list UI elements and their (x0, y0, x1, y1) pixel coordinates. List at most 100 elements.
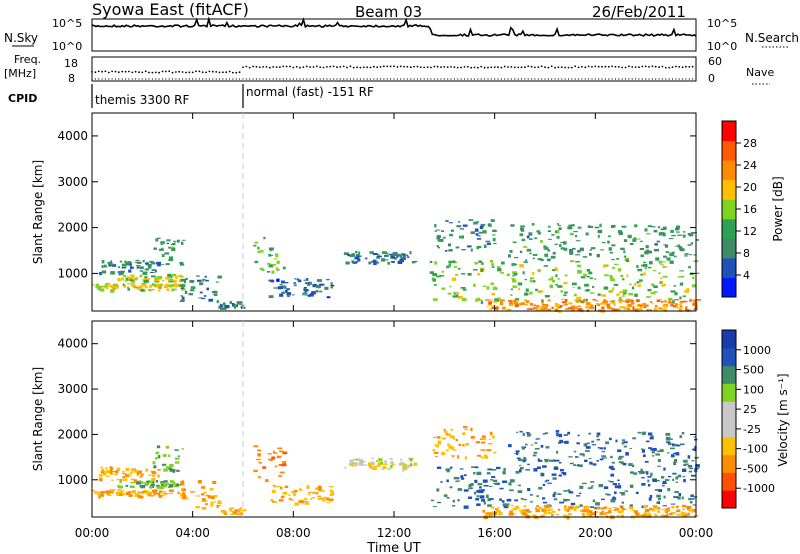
nave-dot (574, 78, 576, 80)
data-cell (578, 492, 582, 495)
data-cell (354, 256, 360, 260)
data-cell (590, 481, 595, 483)
freq-dot (473, 66, 476, 69)
data-cell (606, 304, 610, 307)
data-cell (475, 441, 481, 444)
data-cell (668, 300, 671, 303)
data-cell (663, 255, 667, 258)
data-cell (139, 270, 143, 272)
data-cell (156, 445, 161, 449)
data-cell (174, 461, 180, 464)
data-cell (509, 479, 515, 483)
nave-dot (608, 78, 610, 80)
data-cell (438, 274, 441, 277)
data-cell (508, 444, 512, 448)
data-cell (532, 514, 537, 517)
freq-label: Freq. (14, 53, 41, 66)
data-cell (169, 469, 174, 472)
nave-dot (185, 78, 187, 80)
data-cell (158, 283, 164, 286)
data-cell (439, 275, 445, 277)
data-cell (449, 466, 453, 469)
nave-dot (359, 78, 361, 80)
data-cell (510, 224, 515, 227)
freq-dot (127, 70, 130, 73)
data-cell (160, 242, 164, 245)
data-cell (661, 476, 665, 479)
data-cell (559, 244, 562, 247)
freq-dot (299, 66, 301, 69)
data-cell (567, 307, 572, 310)
data-cell (556, 235, 560, 239)
nave-dot (376, 78, 378, 80)
data-cell (260, 250, 264, 253)
data-cell (448, 445, 453, 449)
nave-dot (239, 78, 241, 80)
data-cell (677, 496, 681, 500)
freq-dot (346, 66, 348, 69)
data-cell (563, 490, 568, 492)
nave-dot (487, 78, 489, 80)
data-cell (179, 261, 184, 265)
data-cell (634, 283, 637, 287)
data-cell (656, 494, 661, 498)
data-cell (643, 304, 647, 308)
data-cell (512, 271, 518, 274)
freq-dot (564, 66, 566, 69)
data-cell (589, 292, 595, 294)
data-cell (449, 233, 453, 237)
freq-dot (228, 70, 231, 73)
data-cell (486, 286, 490, 290)
data-cell (508, 254, 511, 258)
data-cell (462, 288, 467, 291)
nave-dot (396, 78, 398, 80)
data-cell (476, 495, 480, 497)
data-cell (278, 475, 283, 477)
data-cell (272, 500, 275, 503)
data-cell (500, 299, 505, 302)
data-cell (662, 304, 667, 308)
nave-dot (531, 78, 533, 80)
data-cell (451, 455, 456, 457)
freq-dot (389, 65, 392, 68)
data-cell (359, 459, 364, 462)
freq-dot (456, 66, 459, 69)
data-cell (543, 504, 549, 508)
data-cell (143, 278, 149, 282)
data-cell (101, 469, 105, 472)
data-cell (131, 485, 135, 489)
freq-dot (611, 65, 613, 68)
data-cell (563, 294, 567, 297)
data-cell (628, 292, 633, 296)
data-cell (165, 276, 170, 280)
nave-dot (584, 78, 586, 80)
nave-dot (161, 78, 164, 80)
data-cell (590, 247, 596, 250)
data-cell (519, 250, 523, 253)
freq-dot (688, 66, 691, 68)
data-cell (656, 510, 660, 513)
data-cell (137, 472, 141, 474)
noise-search-label: N.Search (745, 31, 799, 45)
data-cell (196, 275, 200, 277)
freq-dot (339, 66, 342, 68)
data-cell (641, 449, 645, 453)
data-cell (653, 505, 658, 509)
data-cell (639, 240, 643, 242)
freq-dot (460, 66, 462, 69)
data-cell (521, 302, 525, 305)
freq-dot (500, 66, 503, 69)
data-cell (232, 304, 237, 307)
data-cell (552, 477, 557, 480)
data-cell (168, 256, 173, 260)
date-title: 26/Feb/2011 (592, 3, 686, 21)
power-colorbar-block (722, 140, 736, 161)
cpid-segment-2: normal (fast) -151 RF (246, 85, 374, 99)
freq-dot (359, 66, 362, 69)
data-cell (122, 470, 125, 473)
data-cell (589, 249, 592, 251)
data-cell (618, 461, 624, 464)
data-cell (540, 472, 545, 477)
data-cell (525, 300, 530, 304)
data-cell (681, 511, 685, 516)
